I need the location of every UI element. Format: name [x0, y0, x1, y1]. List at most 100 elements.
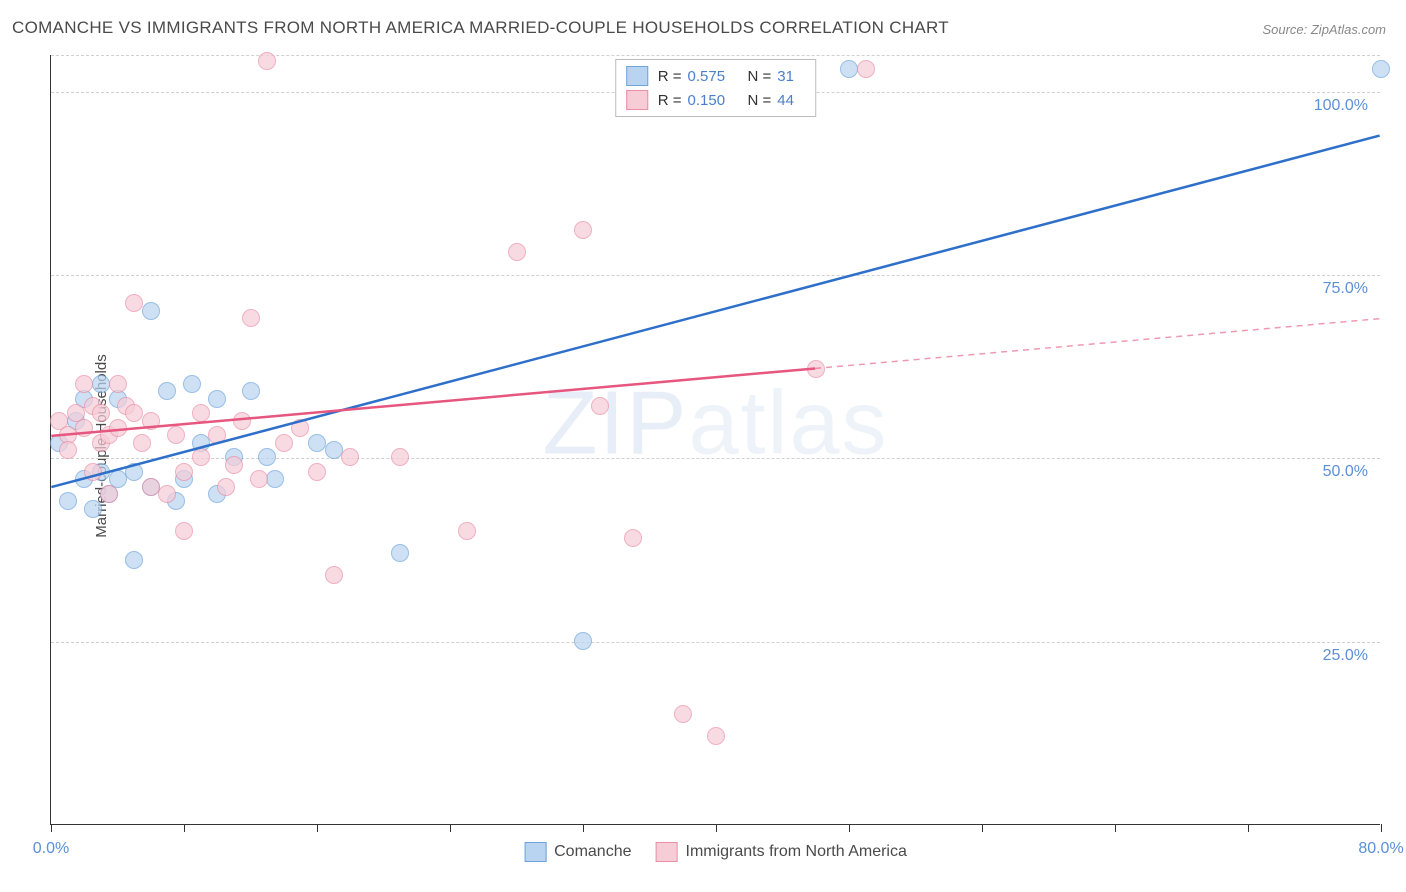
scatter-point [142, 412, 160, 430]
x-tick [1381, 824, 1382, 832]
legend-n-label: N = [748, 92, 772, 109]
scatter-point [84, 500, 102, 518]
scatter-point [233, 412, 251, 430]
scatter-point [341, 448, 359, 466]
scatter-point [75, 419, 93, 437]
gridline [51, 642, 1380, 643]
scatter-point [158, 485, 176, 503]
scatter-point [624, 529, 642, 547]
scatter-point [192, 448, 210, 466]
legend-item: Immigrants from North America [655, 842, 906, 862]
x-tick [716, 824, 717, 832]
scatter-point [242, 382, 260, 400]
legend-label: Immigrants from North America [685, 843, 906, 861]
scatter-point [574, 221, 592, 239]
scatter-point [591, 397, 609, 415]
scatter-point [275, 434, 293, 452]
chart-title: COMANCHE VS IMMIGRANTS FROM NORTH AMERIC… [12, 18, 949, 38]
scatter-point [707, 727, 725, 745]
scatter-point [125, 551, 143, 569]
legend-series: Comanche Immigrants from North America [524, 842, 907, 862]
scatter-point [192, 404, 210, 422]
legend-swatch [626, 90, 648, 110]
scatter-point [109, 375, 127, 393]
scatter-point [266, 470, 284, 488]
y-tick-label: 75.0% [1323, 280, 1368, 298]
x-tick [317, 824, 318, 832]
scatter-point [183, 375, 201, 393]
x-tick [450, 824, 451, 832]
scatter-point [308, 463, 326, 481]
x-tick [982, 824, 983, 832]
scatter-point [125, 404, 143, 422]
legend-n-label: N = [748, 68, 772, 85]
scatter-point [250, 470, 268, 488]
scatter-point [109, 419, 127, 437]
scatter-point [92, 404, 110, 422]
scatter-point [167, 426, 185, 444]
scatter-point [308, 434, 326, 452]
watermark: ZIPatlas [542, 373, 888, 476]
legend-r-value: 0.575 [688, 68, 738, 85]
x-tick-label: 0.0% [33, 840, 69, 858]
scatter-point [325, 441, 343, 459]
scatter-point [175, 522, 193, 540]
x-tick-label: 80.0% [1358, 840, 1403, 858]
scatter-point [857, 60, 875, 78]
scatter-point [208, 426, 226, 444]
legend-label: Comanche [554, 843, 631, 861]
scatter-point [217, 478, 235, 496]
scatter-point [142, 478, 160, 496]
scatter-point [125, 463, 143, 481]
scatter-point [133, 434, 151, 452]
plot-area: ZIPatlas R =0.575N =31R =0.150N =44 Coma… [50, 55, 1380, 825]
scatter-point [807, 360, 825, 378]
scatter-point [242, 309, 260, 327]
scatter-point [291, 419, 309, 437]
scatter-point [225, 456, 243, 474]
x-tick [1248, 824, 1249, 832]
legend-correlation: R = 0.575 N = 31 R = 0.150 N = 44 [615, 59, 817, 117]
gridline [51, 275, 1380, 276]
gridline [51, 458, 1380, 459]
scatter-point [142, 302, 160, 320]
y-tick-label: 50.0% [1323, 463, 1368, 481]
scatter-point [158, 382, 176, 400]
scatter-point [84, 463, 102, 481]
legend-r-label: R = [658, 92, 682, 109]
legend-r-label: R = [658, 68, 682, 85]
scatter-point [458, 522, 476, 540]
legend-item: Comanche [524, 842, 631, 862]
scatter-point [59, 441, 77, 459]
scatter-point [1372, 60, 1390, 78]
x-tick [184, 824, 185, 832]
legend-r-value: 0.150 [688, 92, 738, 109]
legend-row: R = 0.150 N = 44 [626, 88, 806, 112]
legend-row: R = 0.575 N = 31 [626, 64, 806, 88]
scatter-point [840, 60, 858, 78]
legend-swatch [655, 842, 677, 862]
x-tick [51, 824, 52, 832]
scatter-point [674, 705, 692, 723]
scatter-point [208, 390, 226, 408]
legend-n-value: 31 [777, 68, 805, 85]
x-tick [849, 824, 850, 832]
scatter-point [391, 544, 409, 562]
scatter-point [75, 375, 93, 393]
source-attribution: Source: ZipAtlas.com [1262, 22, 1386, 37]
scatter-point [100, 485, 118, 503]
scatter-point [59, 492, 77, 510]
scatter-point [508, 243, 526, 261]
scatter-point [325, 566, 343, 584]
legend-n-value: 44 [777, 92, 805, 109]
legend-swatch [626, 66, 648, 86]
scatter-point [175, 463, 193, 481]
y-tick-label: 100.0% [1314, 97, 1368, 115]
scatter-point [574, 632, 592, 650]
x-tick [583, 824, 584, 832]
scatter-point [92, 375, 110, 393]
legend-swatch [524, 842, 546, 862]
gridline [51, 55, 1380, 56]
scatter-point [125, 294, 143, 312]
y-tick-label: 25.0% [1323, 647, 1368, 665]
